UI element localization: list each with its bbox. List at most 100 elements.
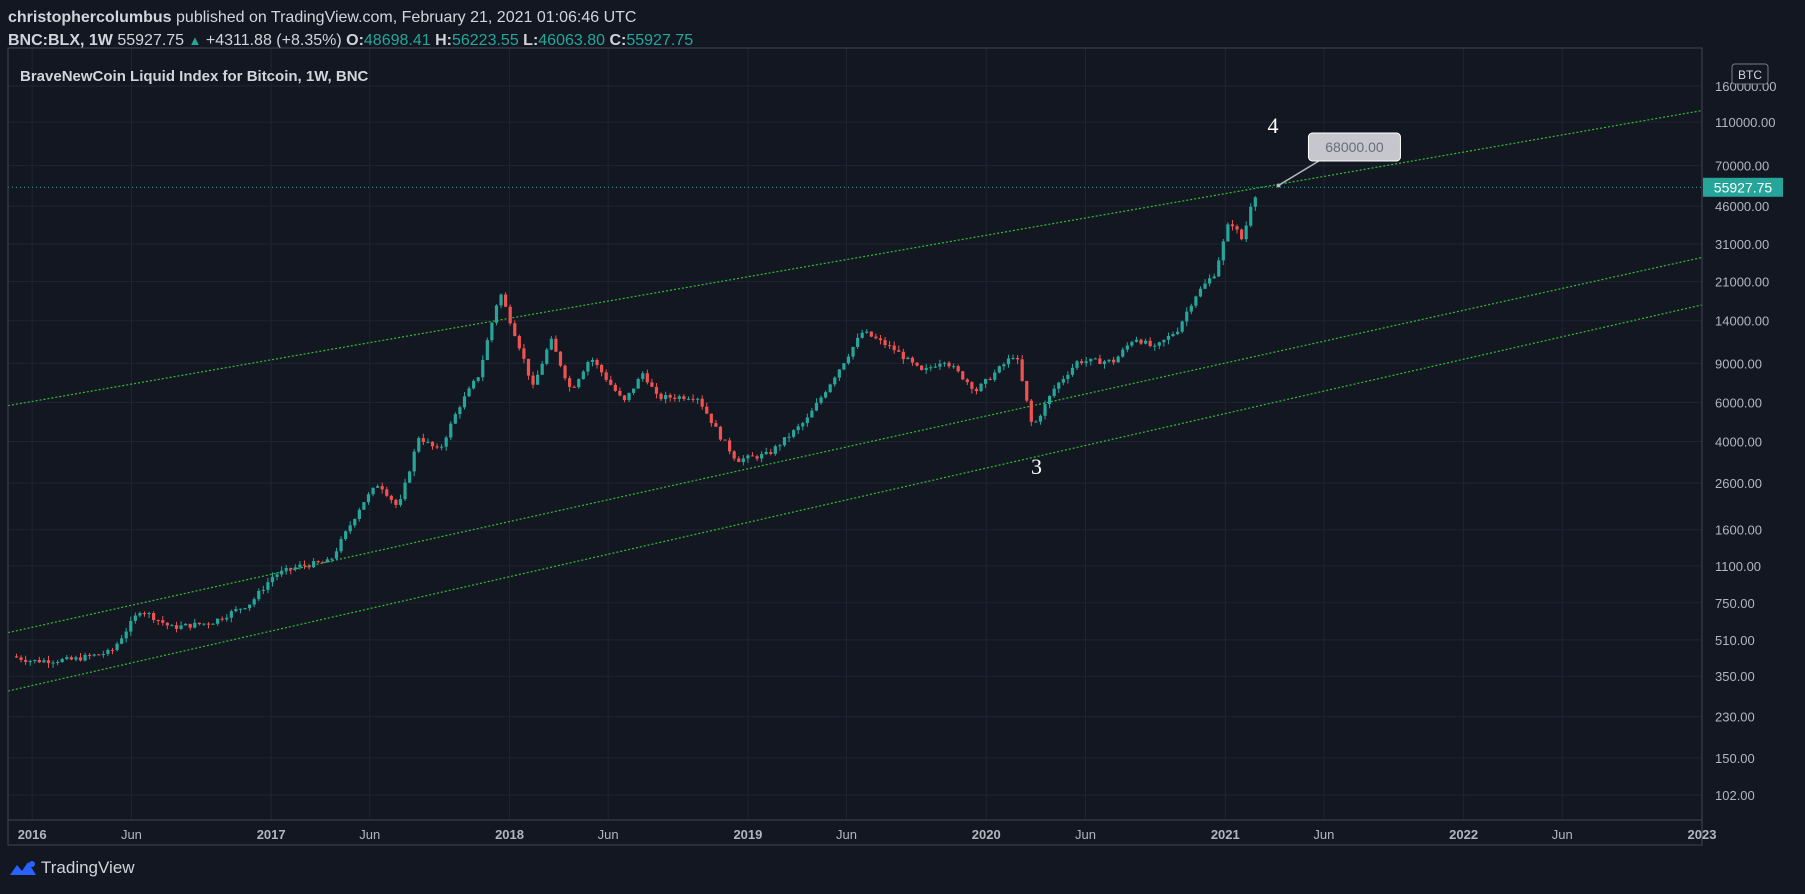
candle: [97, 653, 101, 656]
chart-grid: [8, 48, 1703, 820]
candle: [211, 623, 215, 625]
footer-brand[interactable]: TradingView: [9, 858, 135, 878]
candle: [1185, 307, 1189, 327]
candles: [14, 196, 1257, 668]
currency-badge[interactable]: BTC: [1731, 63, 1769, 85]
candle: [56, 660, 60, 666]
time-tick-label: Jun: [1075, 827, 1096, 842]
candle: [325, 556, 329, 563]
candle: [138, 611, 142, 618]
candle: [453, 412, 457, 425]
candle: [1148, 337, 1152, 348]
candle: [1070, 363, 1075, 377]
candle: [275, 572, 279, 581]
callout-pointer: [1278, 159, 1321, 187]
candle: [760, 451, 764, 463]
tradingview-logo-icon: [10, 861, 36, 875]
candle: [1102, 359, 1107, 369]
candle: [1162, 339, 1166, 347]
candle: [179, 621, 183, 631]
candle: [435, 443, 439, 450]
candle: [536, 370, 540, 385]
candle: [1153, 343, 1157, 351]
candle: [577, 378, 581, 389]
price-tick-label: 1100.00: [1715, 559, 1761, 574]
candle: [366, 492, 371, 505]
candle: [426, 438, 430, 444]
candle: [1176, 327, 1180, 336]
candle: [1029, 399, 1033, 427]
candle: [74, 655, 78, 662]
candle: [106, 648, 110, 657]
symbol-label[interactable]: BNC:BLX, 1W: [8, 32, 113, 49]
candle: [298, 560, 302, 570]
price-tick-label: 150.00: [1715, 751, 1755, 766]
candle: [787, 432, 791, 443]
candle: [261, 585, 265, 595]
price-tick-label: 102.00: [1715, 788, 1755, 803]
high-label: H:: [435, 32, 452, 49]
candle: [741, 455, 745, 466]
low-label: L:: [523, 32, 539, 49]
candle: [1244, 221, 1248, 243]
candle: [618, 387, 622, 397]
candle: [83, 652, 87, 662]
candle: [549, 335, 553, 351]
price-tick-label: 31000.00: [1715, 237, 1769, 252]
candle: [1107, 359, 1111, 363]
candle: [856, 333, 860, 349]
candle: [865, 329, 869, 334]
trend-channel[interactable]: [7, 109, 1703, 692]
ohlc-line: BNC:BLX, 1W 55927.75 ▲ +4311.88 (+8.35%)…: [8, 29, 693, 52]
time-tick-label: Jun: [836, 827, 857, 842]
time-axis[interactable]: 2016 Jun 2017 Jun 2018 Jun 2019 Jun 2020 Jun 2021 J…: [18, 827, 1717, 842]
candle: [1048, 395, 1052, 409]
candle: [1016, 354, 1020, 365]
candle: [307, 563, 311, 570]
price-tick-label: 9000.00: [1715, 356, 1762, 371]
candle: [581, 369, 585, 380]
candle: [494, 304, 499, 326]
candle: [1125, 342, 1129, 353]
candle: [316, 560, 320, 564]
candle: [846, 353, 851, 365]
price-tick-label: 510.00: [1715, 633, 1755, 648]
candle: [901, 348, 905, 364]
publisher-name[interactable]: christophercolumbus: [8, 9, 172, 26]
candle: [837, 368, 841, 382]
candle: [220, 616, 224, 622]
low-value: 46063.80: [538, 32, 606, 49]
price-tick-label: 230.00: [1715, 710, 1755, 725]
candle: [1130, 340, 1134, 348]
candle: [952, 363, 956, 369]
candle: [764, 447, 768, 456]
candle: [1038, 414, 1043, 425]
candle: [563, 364, 567, 381]
price-tick-label: 4000.00: [1715, 434, 1762, 449]
close-label: C:: [609, 32, 627, 49]
candle: [289, 567, 293, 575]
candle: [622, 394, 627, 403]
candle: [814, 398, 819, 412]
candle: [156, 619, 160, 626]
candle: [668, 393, 672, 402]
candle: [691, 394, 695, 403]
candle: [238, 608, 243, 614]
time-tick-label: Jun: [1313, 827, 1334, 842]
candle: [371, 487, 375, 497]
candle: [92, 653, 96, 657]
candle: [645, 369, 649, 385]
candle: [819, 395, 823, 405]
candle: [1230, 220, 1235, 231]
candle: [906, 356, 910, 360]
candle: [280, 566, 284, 578]
candle: [613, 382, 617, 392]
annotations[interactable]: 4 3 68000.00: [1031, 113, 1401, 479]
candle: [897, 345, 901, 352]
price-axis[interactable]: 160000.00110000.0070000.0046000.0031000.…: [1715, 79, 1776, 803]
candle: [142, 611, 147, 617]
candle: [782, 437, 787, 447]
candle: [19, 655, 23, 663]
candle: [184, 623, 188, 626]
